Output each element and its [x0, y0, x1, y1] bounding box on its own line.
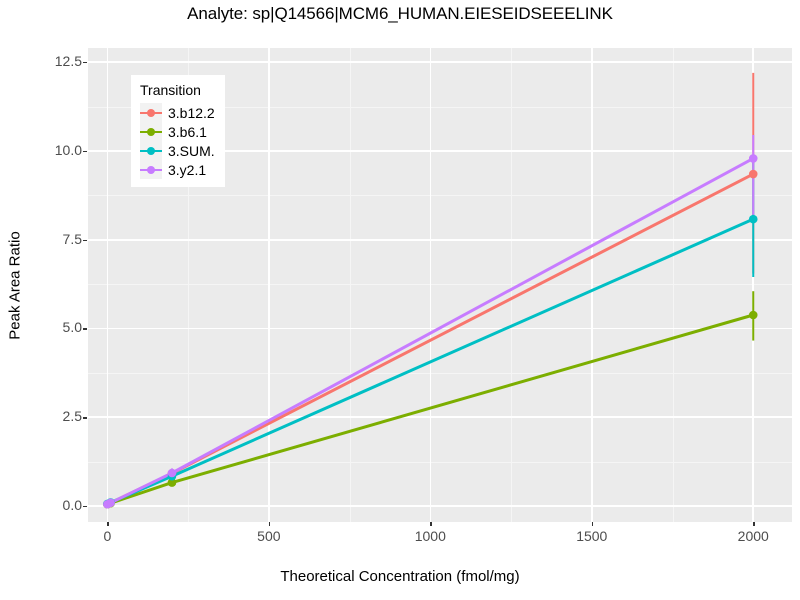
x-tick-label: 500 [257, 528, 281, 544]
y-tick-mark [83, 328, 87, 330]
gridline-minor-vertical [511, 48, 513, 522]
y-tick-mark [83, 417, 87, 419]
data-point [748, 154, 758, 163]
series-points-3.y2.1 [103, 154, 758, 509]
x-tick-label: 1000 [414, 528, 446, 544]
gridline-minor-vertical [672, 48, 674, 522]
legend-key-icon [140, 141, 162, 160]
series-layer [103, 72, 758, 509]
legend-key-icon [140, 103, 162, 122]
error-bars-3.y2.1 [106, 134, 755, 506]
gridline-major-vertical [106, 48, 109, 522]
legend-key-icon [140, 122, 162, 141]
legend-items: 3.b12.2 3.b6.1 3.SUM. 3.y2.1 [140, 103, 215, 179]
y-tick-label: 5.0 [62, 319, 82, 336]
legend-item-label: 3.SUM. [168, 142, 215, 159]
gridline-major-vertical [268, 48, 270, 522]
y-tick-label: 12.5 [54, 53, 82, 70]
y-axis-title: Peak Area Ratio [6, 231, 24, 340]
page-title: Analyte: sp|Q14566|MCM6_HUMAN.EIESEIDSEE… [187, 4, 613, 23]
gridline-minor-horizontal [88, 372, 792, 374]
gridline-minor-vertical [349, 48, 351, 522]
series-line-3.SUM. [105, 217, 755, 506]
legend: Transition 3.b12.2 3.b6.1 3.SUM. 3.y2.1 [131, 75, 225, 187]
data-point [748, 310, 758, 320]
x-tick-label: 0 [103, 528, 112, 544]
gridline-minor-vertical [188, 48, 190, 522]
gridline-major-horizontal [88, 150, 792, 152]
legend-item-label: 3.b12.2 [168, 104, 215, 121]
y-tick-mark [83, 239, 87, 242]
x-tick-mark [107, 522, 109, 526]
y-tick-label: 0.0 [62, 497, 82, 514]
gridline-major-horizontal [88, 505, 792, 507]
series-line-3.b6.1 [105, 313, 755, 506]
x-tick-label: 1500 [576, 528, 608, 544]
y-tick-mark [83, 506, 87, 508]
data-point [106, 498, 115, 508]
legend-key-dot-icon [147, 108, 155, 117]
legend-item-3.b6.1[interactable]: 3.b6.1 [140, 122, 215, 141]
y-tick-mark [83, 62, 87, 64]
y-tick-mark [83, 150, 87, 153]
series-line-3.y2.1 [105, 156, 755, 506]
x-tick-mark [753, 522, 755, 526]
legend-item-3.b12.2[interactable]: 3.b12.2 [140, 103, 215, 122]
legend-key-dot-icon [147, 146, 155, 155]
y-tick-label: 10.0 [54, 141, 82, 158]
x-tick-mark [268, 522, 271, 526]
gridline-major-horizontal [88, 61, 792, 63]
legend-title: Transition [140, 82, 201, 98]
data-point [167, 478, 177, 487]
x-tick-mark [430, 522, 432, 526]
gridline-minor-horizontal [88, 106, 792, 108]
gridline-major-vertical [752, 48, 755, 522]
gridline-minor-horizontal [88, 195, 792, 197]
legend-item-3.y2.1[interactable]: 3.y2.1 [140, 160, 215, 179]
y-tick-label: 7.5 [62, 230, 82, 247]
y-tick-label: 2.5 [62, 408, 82, 425]
gridline-minor-horizontal [88, 284, 792, 286]
gridline-minor-horizontal [88, 461, 792, 463]
gridline-major-horizontal [88, 416, 792, 419]
legend-key-icon [140, 160, 162, 179]
gridline-major-vertical [590, 48, 593, 522]
legend-item-label: 3.y2.1 [168, 161, 207, 178]
legend-item-3.SUM.[interactable]: 3.SUM. [140, 141, 215, 160]
x-axis-title: Theoretical Concentration (fmol/mg) [280, 568, 520, 585]
gridline-major-vertical [429, 48, 432, 522]
x-tick-label: 2000 [737, 528, 769, 544]
data-point [748, 214, 758, 224]
legend-key-dot-icon [147, 165, 155, 174]
data-point [167, 468, 177, 478]
data-point [748, 169, 758, 179]
x-tick-mark [591, 522, 594, 526]
gridline-major-horizontal [88, 238, 792, 241]
legend-key-dot-icon [147, 127, 155, 136]
legend-item-label: 3.b6.1 [168, 123, 207, 140]
